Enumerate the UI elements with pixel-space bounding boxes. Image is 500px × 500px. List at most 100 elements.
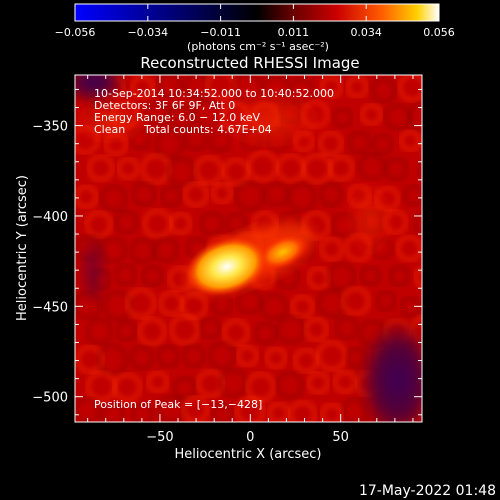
- y-tick-label: −400: [32, 210, 68, 225]
- ripple-artifact: [86, 154, 115, 182]
- colorbar-units: (photons cm⁻² s⁻¹ asec⁻²): [187, 40, 329, 53]
- ripple-artifact: [182, 181, 209, 208]
- ripple-artifact: [398, 129, 422, 152]
- colorbar-tick-label: 0.034: [350, 26, 382, 39]
- colorbar-tick-label: −0.011: [200, 26, 241, 39]
- ripple-artifact: [318, 181, 344, 208]
- ripple-artifact: [370, 76, 397, 104]
- ripple-artifact: [114, 209, 140, 235]
- ripple-artifact: [235, 396, 266, 422]
- annotation-peak: Position of Peak = [−13,−428]: [94, 398, 262, 411]
- x-tick-label: 50: [332, 430, 349, 445]
- ripple-artifact: [264, 346, 288, 370]
- ripple-artifact: [319, 236, 345, 262]
- ripple-artifact: [334, 315, 360, 341]
- ripple-artifact: [100, 401, 127, 422]
- ripple-artifact: [383, 156, 409, 182]
- peak-source: [185, 236, 268, 297]
- ripple-artifact: [416, 159, 422, 179]
- ripple-artifact: [113, 263, 138, 287]
- ripple-artifact: [146, 370, 170, 394]
- ripple-artifact: [125, 287, 157, 319]
- x-axis-label: Heliocentric X (arcsec): [175, 447, 322, 462]
- annotation-detectors: Detectors: 3F 6F 9F, Att 0: [94, 99, 235, 112]
- colorbar-tick-label: 0.011: [278, 26, 310, 39]
- ripple-artifact: [198, 316, 222, 340]
- colorbar-tick-label: 0.056: [423, 26, 455, 39]
- ripple-artifact: [155, 344, 181, 369]
- y-tick-label: −450: [32, 300, 68, 315]
- ripple-artifact: [402, 184, 422, 207]
- ripple-artifact: [131, 181, 157, 207]
- ripple-artifact: [194, 155, 224, 186]
- ripple-artifact: [275, 370, 305, 400]
- annotation-counts: Total counts: 4.67E+04: [143, 123, 272, 136]
- ripple-artifact: [154, 128, 185, 160]
- ripple-artifact: [116, 156, 140, 181]
- ripple-artifact: [169, 314, 201, 346]
- ripple-artifact: [196, 369, 226, 398]
- ripple-artifact: [332, 369, 358, 395]
- colorbar-tick-label: −0.056: [55, 26, 96, 39]
- ripple-artifact: [130, 75, 155, 100]
- ripple-artifact: [207, 341, 237, 371]
- ripple-artifact: [75, 345, 105, 374]
- chart-title: Reconstructed RHESSI Image: [140, 54, 359, 72]
- ripple-artifact: [327, 154, 355, 182]
- plot-frame: [74, 74, 423, 423]
- ripple-artifact: [326, 261, 357, 292]
- ripple-artifact: [156, 75, 184, 99]
- ripple-artifact: [345, 75, 369, 99]
- ripple-artifact: [259, 292, 289, 321]
- ripple-artifact: [267, 401, 291, 422]
- ripple-artifact: [397, 75, 422, 103]
- ripple-artifact: [102, 290, 134, 322]
- y-axis-label: Heliocentric Y (arcsec): [15, 175, 30, 321]
- y-tick-label: −350: [32, 120, 68, 135]
- ripple-artifact: [112, 372, 143, 402]
- ripple-artifact: [245, 372, 276, 403]
- ripple-artifact: [399, 295, 422, 319]
- x-tick-label: −50: [146, 430, 173, 445]
- colorbar: [74, 3, 440, 22]
- ripple-artifact: [168, 211, 193, 236]
- ripple-artifact: [224, 211, 248, 236]
- ripple-artifact: [172, 375, 198, 401]
- footer-date: 17-May-2022 01:48: [359, 483, 496, 499]
- ripple-artifact: [141, 264, 165, 288]
- ripple-artifact: [290, 294, 315, 319]
- ripple-artifact: [128, 344, 155, 371]
- ripple-artifact: [371, 132, 394, 156]
- ripple-artifact: [374, 289, 398, 313]
- ripple-artifact: [234, 180, 266, 212]
- ripple-artifact: [183, 126, 209, 152]
- ripple-artifact: [306, 371, 331, 395]
- x-tick-label: 0: [246, 430, 254, 445]
- y-axis: −350 −400 −450 −500: [32, 88, 422, 416]
- ripple-artifact: [210, 402, 235, 422]
- annotation-time: 10-Sep-2014 10:34:52.000 to 10:40:52.000: [94, 87, 334, 100]
- ripple-artifact: [288, 400, 317, 422]
- ripple-artifact: [115, 319, 138, 343]
- ripple-artifact: [346, 130, 372, 156]
- ripple-artifact: [388, 264, 411, 288]
- ripple-artifact: [99, 184, 128, 213]
- ripple-artifact: [168, 103, 195, 131]
- ripple-artifact: [210, 181, 234, 205]
- ripple-artifact: [341, 286, 371, 316]
- annotation-energy: Energy Range: 6.0 − 12.0 keV: [94, 111, 261, 124]
- ripple-artifact: [235, 344, 259, 368]
- colorbar-ticks: −0.056 −0.034 −0.011 0.011 0.034 0.056: [55, 4, 455, 39]
- ripple-artifact: [253, 321, 278, 346]
- ripple-artifact: [413, 210, 422, 237]
- colorbar-tick-label: −0.034: [127, 26, 168, 39]
- x-axis: −50 0 50: [87, 75, 414, 445]
- ripple-artifact: [286, 182, 318, 213]
- ripple-artifact: [137, 316, 167, 346]
- ripple-artifact: [130, 402, 156, 422]
- ripple-artifact: [159, 184, 183, 208]
- ripple-artifact: [235, 287, 263, 316]
- ripple-artifact: [222, 318, 250, 347]
- ripple-artifact: [395, 235, 422, 263]
